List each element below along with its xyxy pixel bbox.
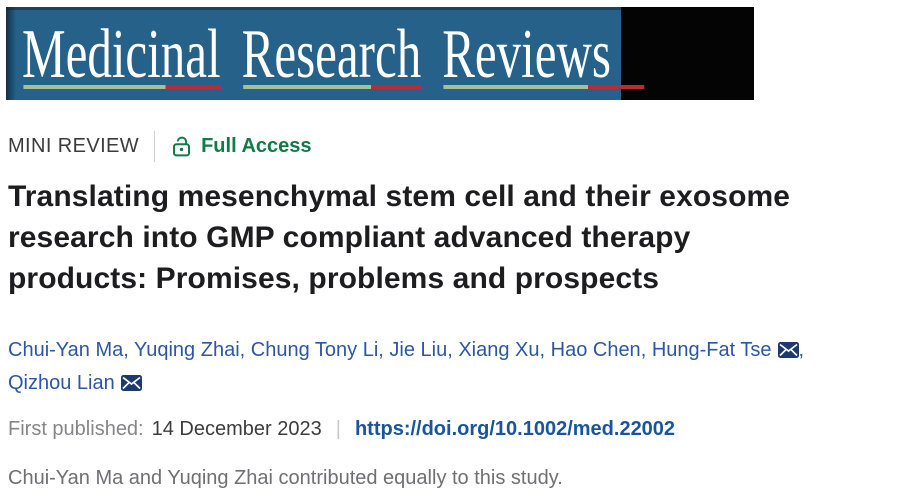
journal-banner-side-panel: [621, 7, 754, 100]
article-title: Translating mesenchymal stem cell and th…: [8, 176, 903, 299]
author-list: Chui-Yan Ma, Yuqing Zhai, Chung Tony Li,…: [8, 335, 893, 401]
author-separator: ,: [447, 339, 459, 361]
open-lock-icon: [171, 134, 192, 158]
mail-icon[interactable]: [120, 370, 142, 401]
full-access-badge: Full Access: [201, 134, 312, 157]
contribution-note: Chui-Yan Ma and Yuqing Zhai contributed …: [8, 467, 563, 489]
journal-word: Research: [241, 16, 422, 93]
author-link[interactable]: Hung-Fat Tse: [651, 339, 772, 361]
author-separator: ,: [239, 339, 251, 361]
meta-divider: [154, 130, 156, 162]
author-separator: ,: [123, 339, 134, 361]
published-divider: |: [335, 418, 341, 440]
first-published-label: First published:: [8, 418, 144, 440]
journal-banner[interactable]: Medicinal Research Reviews: [6, 7, 754, 100]
mail-icon[interactable]: [777, 337, 799, 368]
author-link[interactable]: Hao Chen: [550, 339, 641, 361]
article-meta-row: MINI REVIEW Full Access: [8, 128, 312, 164]
author-separator: ,: [640, 339, 652, 361]
author-link[interactable]: Chung Tony Li: [250, 339, 379, 361]
author-link[interactable]: Jie Liu: [389, 339, 448, 361]
journal-logo[interactable]: Medicinal Research Reviews: [6, 7, 645, 100]
author-separator: ,: [798, 339, 805, 361]
article-category-label: MINI REVIEW: [8, 134, 140, 157]
article-title-line: products: Promises, problems and prospec…: [8, 262, 660, 295]
article-title-line: Translating mesenchymal stem cell and th…: [8, 180, 791, 213]
journal-word: Medicinal: [22, 16, 221, 93]
journal-word: Reviews: [442, 16, 645, 93]
published-date: 14 December 2023: [151, 418, 322, 440]
doi-link[interactable]: https://doi.org/10.1002/med.22002: [354, 418, 676, 440]
author-separator: ,: [378, 339, 390, 361]
journal-logo-words: Medicinal Research Reviews: [22, 16, 645, 93]
author-link[interactable]: Xiang Xu: [458, 339, 540, 361]
author-separator: ,: [539, 339, 551, 361]
author-link[interactable]: Qizhou Lian: [8, 372, 115, 394]
published-row: First published: 14 December 2023 | http…: [8, 418, 675, 441]
author-link[interactable]: Chui-Yan Ma: [8, 339, 124, 361]
article-title-line: research into GMP compliant advanced the…: [8, 221, 691, 254]
author-link[interactable]: Yuqing Zhai: [134, 339, 240, 361]
